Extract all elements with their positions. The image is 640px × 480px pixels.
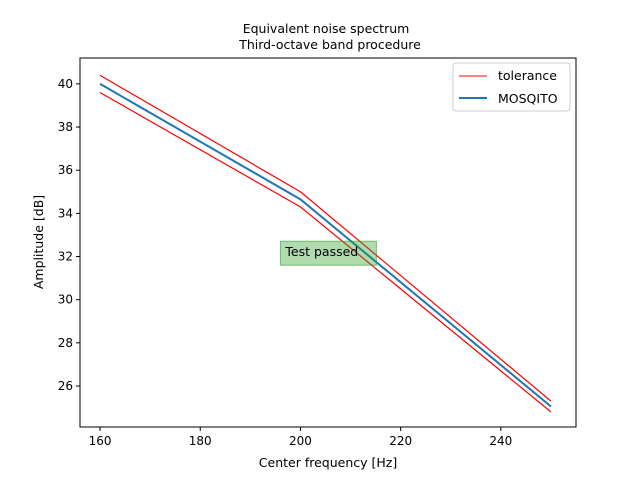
legend-label-mosqito: MOSQITO [498, 91, 558, 106]
chart-subtitle: Third-octave band procedure [238, 37, 421, 52]
ticks-layer: 160 180 200 220 240 26 28 30 32 34 36 38 40 [58, 77, 513, 448]
series-line-mosqito-main [99, 83, 552, 408]
series-layer [99, 74, 552, 413]
y-tick-label: 38 [58, 120, 73, 134]
y-tick-label: 36 [58, 163, 73, 177]
axes-frame [79, 57, 577, 428]
y-tick-label: 32 [58, 250, 73, 264]
x-tick-label: 200 [289, 434, 312, 448]
y-tick-label: 34 [58, 206, 73, 220]
y-tick-label: 28 [58, 336, 73, 350]
chart-title: Equivalent noise spectrum [243, 21, 410, 36]
y-tick-label: 26 [58, 379, 73, 393]
legend: tolerance MOSQITO [452, 62, 571, 112]
annotation: Test passed [279, 240, 377, 266]
x-tick-label: 180 [189, 434, 212, 448]
x-tick-label: 220 [389, 434, 412, 448]
annotation-text: Test passed [284, 244, 358, 259]
legend-label-tolerance: tolerance [498, 68, 557, 83]
y-tick-label: 30 [58, 293, 73, 307]
y-axis-label: Amplitude [dB] [31, 195, 46, 289]
series-line-tolerance-lower [99, 92, 552, 413]
x-axis-label: Center frequency [Hz] [259, 455, 397, 470]
series-line-tolerance-upper [99, 74, 552, 402]
y-tick-label: 40 [58, 77, 73, 91]
x-tick-label: 240 [489, 434, 512, 448]
x-tick-label: 160 [89, 434, 112, 448]
annotation-box [279, 240, 377, 266]
